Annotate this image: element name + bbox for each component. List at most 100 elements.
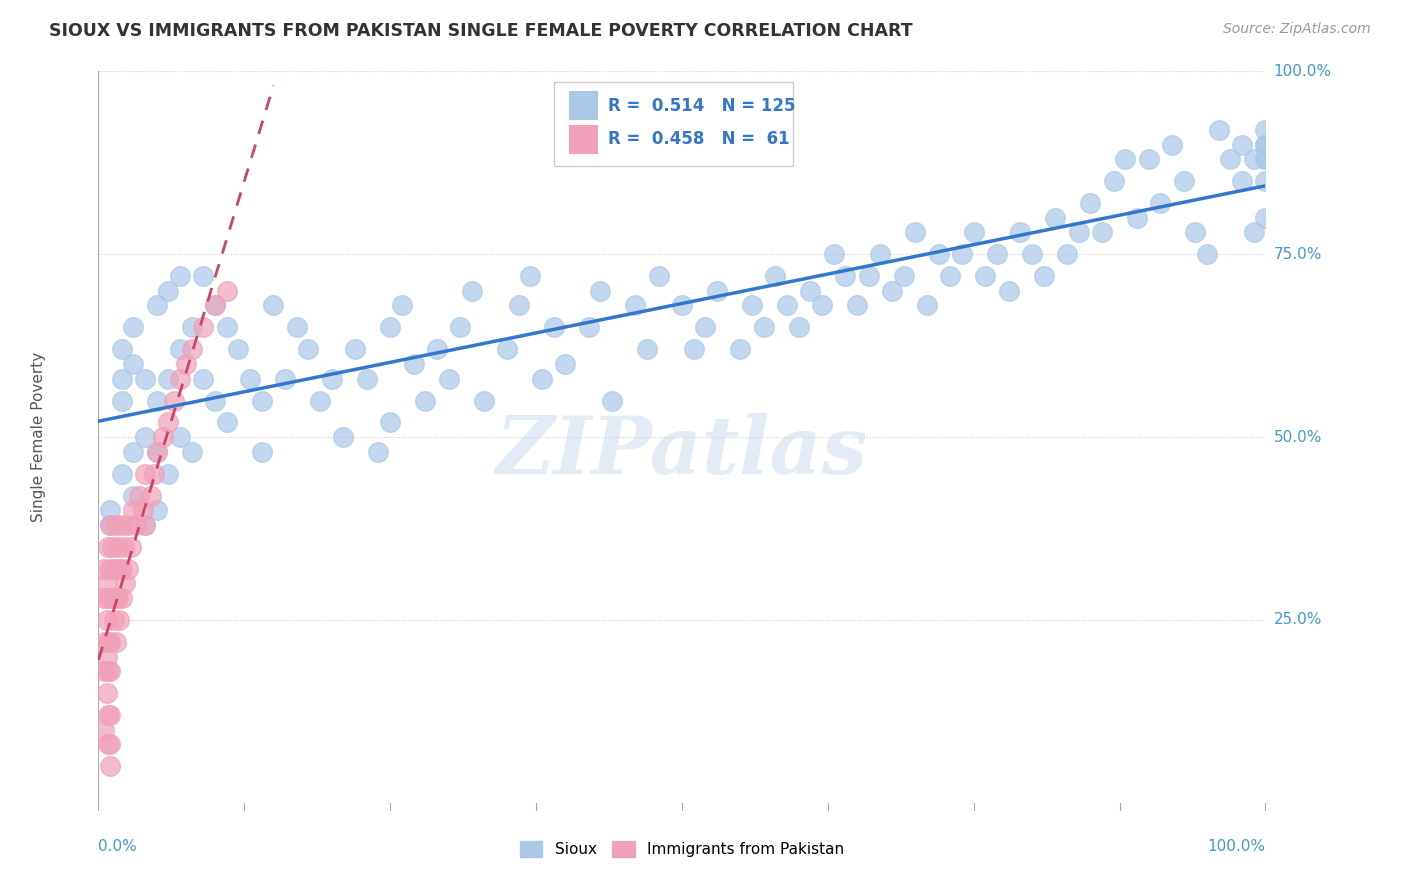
Point bbox=[671, 298, 693, 312]
Point bbox=[1254, 211, 1277, 225]
Point bbox=[93, 664, 115, 678]
Point bbox=[1208, 123, 1230, 137]
Point bbox=[174, 357, 197, 371]
Point bbox=[98, 503, 121, 517]
Point bbox=[986, 247, 1008, 261]
Point bbox=[163, 393, 186, 408]
Point bbox=[152, 430, 174, 444]
Point bbox=[169, 269, 191, 284]
Point bbox=[180, 320, 202, 334]
Point bbox=[776, 298, 799, 312]
Point bbox=[554, 357, 576, 371]
Point bbox=[143, 467, 166, 481]
Point bbox=[169, 430, 191, 444]
Point bbox=[1102, 174, 1125, 188]
Point bbox=[880, 284, 903, 298]
Point bbox=[146, 503, 169, 517]
Point bbox=[1021, 247, 1043, 261]
Text: 100.0%: 100.0% bbox=[1208, 839, 1265, 855]
Point bbox=[904, 225, 927, 239]
Text: Single Female Poverty: Single Female Poverty bbox=[31, 352, 46, 522]
Point bbox=[239, 371, 262, 385]
Point bbox=[193, 320, 215, 334]
Point bbox=[96, 649, 118, 664]
Point bbox=[193, 371, 215, 385]
Point bbox=[180, 444, 202, 458]
Point bbox=[204, 298, 226, 312]
Text: SIOUX VS IMMIGRANTS FROM PAKISTAN SINGLE FEMALE POVERTY CORRELATION CHART: SIOUX VS IMMIGRANTS FROM PAKISTAN SINGLE… bbox=[49, 22, 912, 40]
Point bbox=[834, 269, 856, 284]
Point bbox=[96, 686, 118, 700]
Point bbox=[846, 298, 869, 312]
Point bbox=[101, 591, 124, 605]
Point bbox=[108, 613, 131, 627]
Point bbox=[146, 444, 169, 458]
Point bbox=[869, 247, 891, 261]
Point bbox=[111, 467, 134, 481]
Point bbox=[111, 343, 134, 357]
Point bbox=[146, 298, 169, 312]
Point bbox=[1230, 137, 1253, 152]
Point bbox=[461, 284, 484, 298]
Point bbox=[134, 517, 156, 532]
Point bbox=[139, 489, 162, 503]
Point bbox=[104, 517, 127, 532]
Point bbox=[117, 562, 139, 576]
Point bbox=[893, 269, 915, 284]
Point bbox=[104, 635, 127, 649]
Text: 50.0%: 50.0% bbox=[1274, 430, 1322, 444]
Point bbox=[799, 284, 821, 298]
Point bbox=[402, 357, 425, 371]
Point bbox=[530, 371, 553, 385]
Text: 0.0%: 0.0% bbox=[98, 839, 138, 855]
Point bbox=[111, 371, 134, 385]
Point bbox=[356, 371, 378, 385]
Point bbox=[193, 269, 215, 284]
Point bbox=[472, 393, 495, 408]
Point bbox=[332, 430, 354, 444]
Point bbox=[380, 320, 402, 334]
Point bbox=[117, 517, 139, 532]
Point bbox=[1032, 269, 1054, 284]
Point bbox=[426, 343, 449, 357]
Point bbox=[823, 247, 845, 261]
Point bbox=[97, 737, 120, 751]
Point bbox=[134, 430, 156, 444]
Point bbox=[250, 393, 273, 408]
Point bbox=[1243, 225, 1265, 239]
Point bbox=[250, 444, 273, 458]
Point bbox=[508, 298, 530, 312]
FancyBboxPatch shape bbox=[568, 91, 598, 120]
Point bbox=[543, 320, 565, 334]
Point bbox=[101, 540, 124, 554]
Point bbox=[114, 576, 136, 591]
Point bbox=[134, 467, 156, 481]
Point bbox=[1243, 152, 1265, 166]
Point bbox=[157, 467, 180, 481]
Point bbox=[391, 298, 413, 312]
Point bbox=[1010, 225, 1032, 239]
Legend: Sioux, Immigrants from Pakistan: Sioux, Immigrants from Pakistan bbox=[520, 841, 844, 857]
Point bbox=[1149, 196, 1171, 211]
Point bbox=[93, 591, 115, 605]
Point bbox=[104, 591, 127, 605]
Point bbox=[285, 320, 308, 334]
Point bbox=[169, 371, 191, 385]
Point bbox=[215, 416, 238, 430]
Point bbox=[1254, 137, 1277, 152]
Point bbox=[204, 393, 226, 408]
Point bbox=[624, 298, 647, 312]
Point bbox=[915, 298, 938, 312]
Point bbox=[367, 444, 389, 458]
Point bbox=[157, 416, 180, 430]
Point bbox=[98, 664, 121, 678]
Text: 100.0%: 100.0% bbox=[1274, 64, 1331, 78]
Point bbox=[858, 269, 880, 284]
Point bbox=[962, 225, 984, 239]
Point bbox=[811, 298, 834, 312]
Point bbox=[695, 320, 717, 334]
Text: 75.0%: 75.0% bbox=[1274, 247, 1322, 261]
Text: 25.0%: 25.0% bbox=[1274, 613, 1322, 627]
Point bbox=[1114, 152, 1136, 166]
Point bbox=[706, 284, 728, 298]
